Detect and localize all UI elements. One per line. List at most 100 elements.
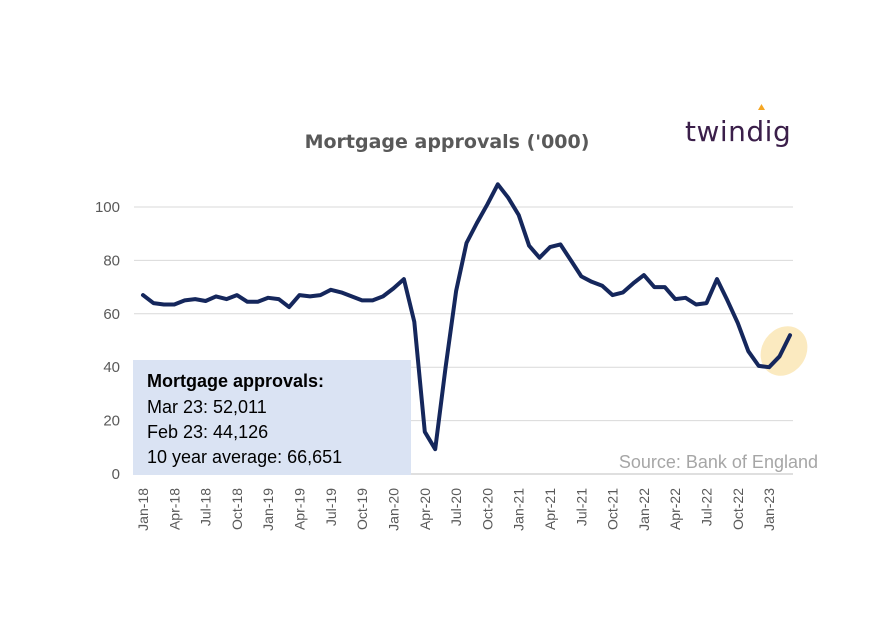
data-point: [579, 274, 583, 278]
data-point: [715, 277, 719, 281]
data-point: [183, 298, 187, 302]
data-point: [788, 333, 792, 337]
x-tick-label: Oct-20: [479, 488, 495, 530]
data-point: [465, 241, 468, 245]
data-point: [475, 221, 479, 225]
data-point: [569, 258, 573, 262]
data-point: [141, 293, 145, 297]
x-tick-label: Oct-22: [730, 488, 746, 530]
data-point: [725, 298, 729, 302]
data-point: [527, 244, 531, 248]
data-point: [391, 286, 395, 290]
data-point: [652, 285, 656, 289]
data-point: [684, 296, 688, 300]
x-tick-label: Apr-22: [667, 488, 683, 530]
x-tick-label: Jan-20: [385, 488, 401, 531]
data-point: [778, 354, 782, 358]
x-tick-label: Jul-18: [198, 488, 214, 526]
x-tick-label: Jul-22: [699, 488, 715, 526]
data-point: [485, 202, 489, 206]
data-point: [558, 242, 562, 246]
data-point: [235, 293, 239, 297]
y-tick-label: 80: [103, 252, 120, 269]
data-point: [506, 196, 510, 200]
data-point: [423, 430, 427, 434]
data-point: [308, 294, 312, 298]
data-point: [151, 301, 155, 305]
data-point: [673, 297, 677, 301]
data-point: [590, 280, 594, 284]
annotation-box: Mortgage approvals: Mar 23: 52,011 Feb 2…: [133, 360, 411, 475]
x-tick-label: Jan-18: [135, 488, 151, 531]
data-point: [538, 256, 542, 260]
data-point: [496, 182, 500, 186]
data-point: [600, 284, 604, 288]
x-tick-label: Apr-19: [292, 488, 308, 530]
annotation-heading: Mortgage approvals:: [147, 371, 324, 391]
data-points: [141, 182, 792, 451]
data-point: [631, 281, 635, 285]
data-point: [360, 298, 364, 302]
data-point: [694, 302, 698, 306]
source-label: Source: Bank of England: [619, 452, 818, 472]
x-tick-label: Oct-19: [354, 488, 370, 530]
data-point: [767, 365, 771, 369]
x-tick-label: Jul-19: [323, 488, 339, 526]
data-point: [642, 273, 646, 277]
y-axis-ticks: 0 20 40 60 80 100: [95, 199, 120, 483]
x-tick-label: Jan-19: [260, 488, 276, 531]
data-point: [287, 305, 291, 309]
data-point: [350, 294, 354, 298]
data-point: [256, 300, 260, 304]
x-tick-label: Apr-21: [542, 488, 558, 530]
data-point: [266, 296, 270, 300]
data-point: [318, 293, 322, 297]
data-point: [224, 297, 228, 301]
logo-roof-icon: [758, 104, 765, 110]
data-point: [277, 297, 281, 301]
data-point: [444, 365, 448, 369]
data-point: [412, 320, 416, 324]
data-point: [193, 297, 197, 301]
y-tick-label: 40: [103, 359, 120, 376]
annotation-average: 10 year average: 66,651: [147, 447, 342, 467]
x-tick-label: Jan-21: [511, 488, 527, 531]
data-point: [746, 349, 750, 353]
data-point: [298, 293, 302, 297]
y-tick-label: 100: [95, 199, 120, 216]
data-point: [245, 300, 249, 304]
data-point: [757, 364, 761, 368]
y-tick-label: 60: [103, 306, 120, 323]
chart-title: Mortgage approvals ('000): [305, 131, 590, 153]
x-tick-label: Jul-20: [448, 488, 464, 526]
x-tick-label: Jul-21: [573, 488, 589, 526]
data-point: [621, 290, 625, 294]
annotation-background: [133, 360, 411, 475]
x-tick-label: Apr-18: [166, 488, 182, 530]
data-point: [214, 294, 218, 298]
x-tick-label: Oct-18: [229, 488, 245, 530]
y-tick-label: 20: [103, 413, 120, 430]
twindig-logo: twindig: [685, 104, 791, 148]
data-point: [736, 321, 740, 325]
data-point: [454, 289, 458, 293]
data-point: [705, 301, 709, 305]
x-tick-label: Jan-22: [636, 488, 652, 531]
annotation-latest: Mar 23: 52,011: [147, 397, 267, 417]
data-point: [329, 288, 333, 292]
data-point: [162, 302, 166, 306]
data-point: [204, 299, 208, 303]
data-point: [433, 447, 437, 451]
x-tick-label: Oct-21: [605, 488, 621, 530]
annotation-previous: Feb 23: 44,126: [147, 422, 268, 442]
data-point: [611, 293, 615, 297]
data-point: [172, 302, 176, 306]
data-point: [517, 213, 521, 217]
x-tick-label: Apr-20: [417, 488, 433, 530]
data-point: [402, 277, 406, 281]
x-tick-label: Jan-23: [761, 488, 777, 531]
data-point: [663, 285, 667, 289]
data-point: [548, 245, 552, 249]
y-tick-label: 0: [112, 466, 120, 483]
